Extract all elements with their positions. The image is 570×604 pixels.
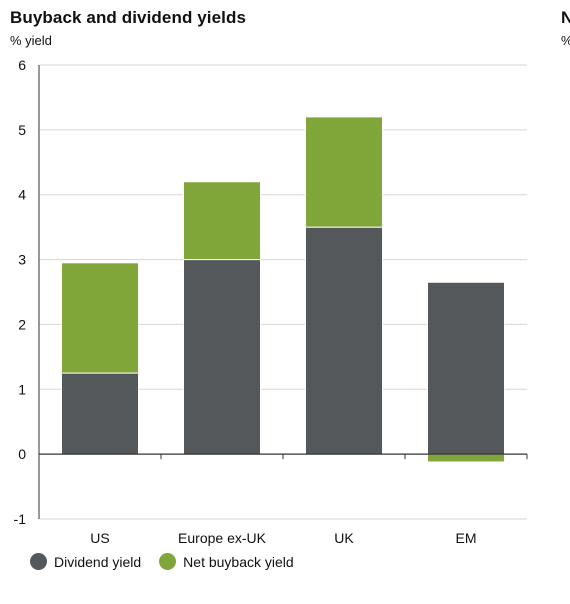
y-tick-label: 5 bbox=[18, 122, 26, 138]
axes bbox=[38, 65, 528, 519]
legend-item-buyback: Net buyback yield bbox=[159, 553, 294, 570]
y-tick-label: 2 bbox=[18, 316, 26, 332]
y-tick-label: 0 bbox=[18, 446, 26, 462]
y-tick-label: 3 bbox=[18, 252, 26, 268]
legend-item-dividend: Dividend yield bbox=[30, 553, 141, 570]
bar-segment-buyback bbox=[61, 262, 139, 374]
x-category-label: UK bbox=[334, 530, 354, 546]
chart-title: Buyback and dividend yields bbox=[10, 8, 247, 27]
next-chart-subtitle-fragment: % bbox=[561, 33, 570, 48]
legend-swatch-buyback bbox=[159, 553, 177, 570]
y-tick-label: -1 bbox=[14, 511, 27, 527]
x-category-label: Europe ex-UK bbox=[178, 530, 267, 546]
bar-segment-dividend bbox=[427, 281, 505, 455]
legend-swatch-dividend bbox=[30, 553, 47, 570]
y-tick-label: 1 bbox=[18, 381, 26, 397]
bar-segment-dividend bbox=[305, 226, 383, 455]
y-tick-label: 6 bbox=[18, 57, 26, 73]
legend: Dividend yield Net buyback yield bbox=[30, 553, 312, 570]
bar-segment-buyback bbox=[183, 181, 261, 261]
bars bbox=[61, 116, 505, 463]
x-category-label: US bbox=[90, 530, 109, 546]
x-category-label: EM bbox=[456, 530, 477, 546]
y-tick-label: 4 bbox=[18, 187, 26, 203]
bar-segment-buyback bbox=[427, 453, 505, 463]
legend-label-dividend: Dividend yield bbox=[54, 553, 142, 570]
y-axis-label: % yield bbox=[10, 33, 52, 48]
bar-segment-buyback bbox=[305, 116, 383, 228]
y-tick-labels: -1 0 1 2 3 4 5 6 bbox=[14, 57, 27, 527]
x-category-labels: US Europe ex-UK UK EM bbox=[90, 530, 476, 546]
bar-segment-dividend bbox=[61, 372, 139, 455]
bar-segment-dividend bbox=[183, 259, 261, 455]
next-chart-title-fragment: N bbox=[561, 8, 570, 27]
legend-label-buyback: Net buyback yield bbox=[183, 553, 294, 570]
